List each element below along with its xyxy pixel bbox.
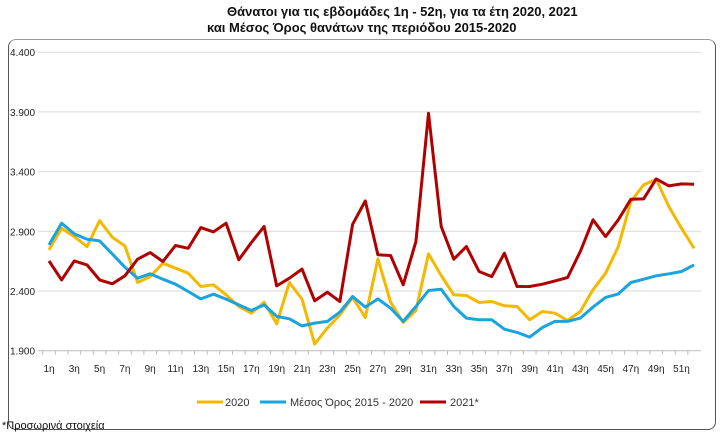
x-tick-label: 33η	[445, 364, 462, 375]
x-tick-label: 25η	[344, 364, 361, 375]
x-tick-label: 7η	[119, 364, 130, 375]
chart-title-line-2: και Μέσος Όρος θανάτων της περιόδου 2015…	[207, 20, 517, 35]
legend-label: 2021*	[450, 397, 479, 409]
x-tick-label: 3η	[69, 364, 80, 375]
legend-label: Μέσος Όρος 2015 - 2020	[290, 397, 413, 409]
chart-frame	[8, 39, 716, 430]
y-tick-label: 3.900	[10, 108, 35, 119]
series-line-0	[47, 177, 696, 346]
x-tick-label: 39η	[521, 364, 538, 375]
x-tick-label: 43η	[572, 364, 589, 375]
y-tick-label: 1.900	[10, 347, 35, 358]
x-tick-label: 15η	[218, 364, 235, 375]
chart-title-line-1: Θάνατοι για τις εβδομάδες 1η - 52η, για …	[227, 4, 578, 19]
x-tick-label: 41η	[547, 364, 564, 375]
footnote: *Προσωρινά στοιχεία	[2, 420, 105, 432]
legend-item-2: 2021*	[420, 397, 479, 409]
x-tick-label: 23η	[319, 364, 336, 375]
x-tick-label: 31η	[420, 364, 437, 375]
y-tick-label: 3.400	[10, 168, 35, 179]
x-tick-label: 17η	[243, 364, 260, 375]
y-tick-label: 2.400	[10, 287, 35, 298]
x-tick-label: 11η	[168, 364, 184, 375]
x-tick-label: 9η	[145, 364, 156, 375]
legend-item-0: 2020	[197, 397, 249, 409]
x-tick-label: 19η	[268, 364, 285, 375]
x-tick-label: 13η	[192, 364, 209, 375]
x-tick-label: 29η	[395, 364, 412, 375]
x-tick-label: 49η	[648, 364, 665, 375]
y-tick-label: 4.400	[10, 48, 35, 59]
x-tick-label: 21η	[294, 364, 311, 375]
series-line-2	[47, 111, 695, 303]
x-tick-label: 27η	[370, 364, 387, 375]
x-tick-label: 51η	[673, 364, 690, 375]
legend-item-1: Μέσος Όρος 2015 - 2020	[260, 397, 413, 409]
series-line-1	[47, 221, 695, 339]
x-tick-label: 37η	[496, 364, 513, 375]
x-tick-label: 5η	[94, 364, 105, 375]
y-tick-label: 2.900	[10, 227, 35, 238]
x-tick-label: 35η	[471, 364, 488, 375]
x-tick-label: 45η	[597, 364, 614, 375]
legend-label: 2020	[225, 397, 249, 409]
x-tick-label: 47η	[623, 364, 640, 375]
x-tick-label: 1η	[43, 364, 54, 375]
